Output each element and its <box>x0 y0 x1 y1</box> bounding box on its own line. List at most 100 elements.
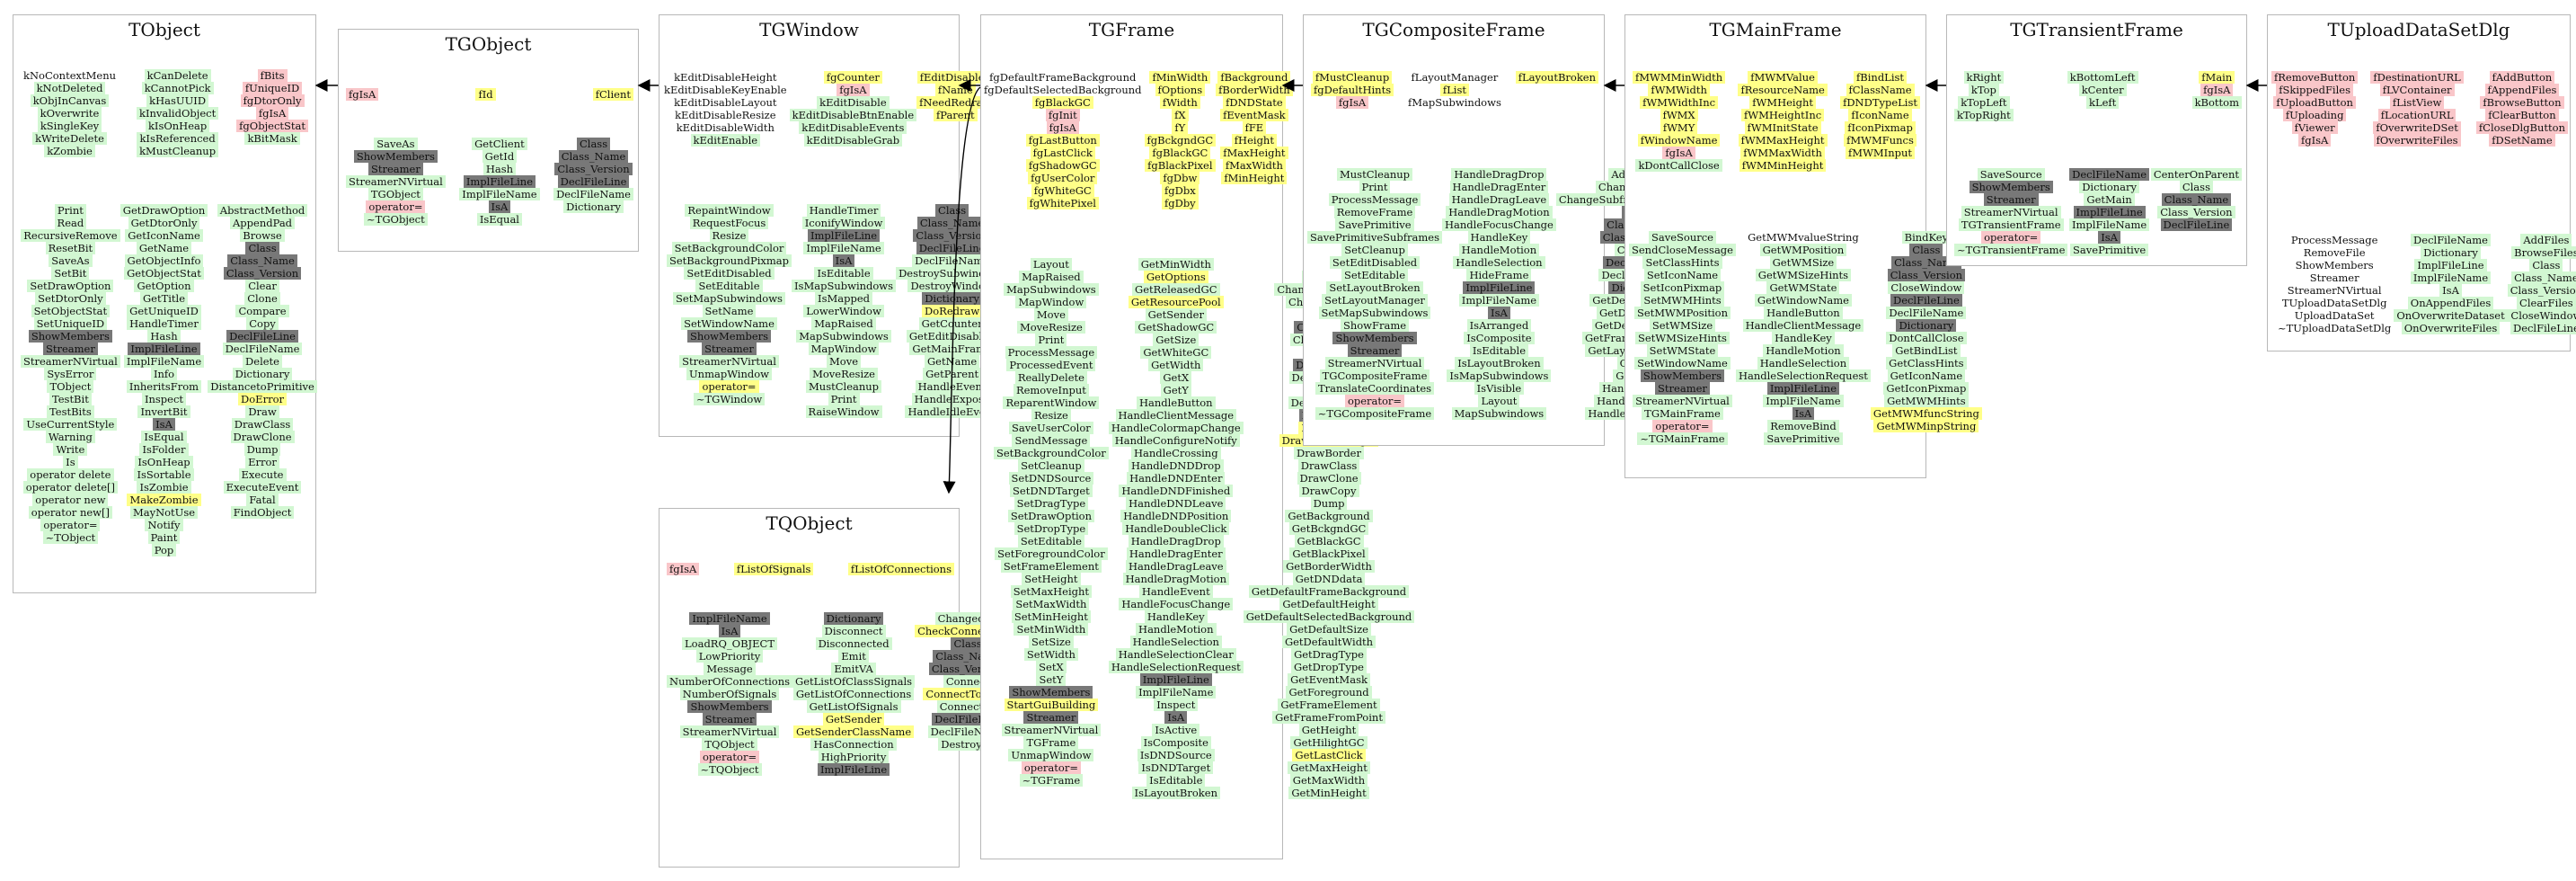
class-member: fHeight <box>1231 134 1277 147</box>
class-member: GetDefaultSelectedBackground <box>1243 610 1415 623</box>
class-member: operator new[] <box>28 506 112 519</box>
class-member: SetSize <box>1029 636 1074 648</box>
class-member: DeclFileLine <box>557 175 630 188</box>
class-member: StreamerNVirtual <box>679 355 779 368</box>
class-member: UploadDataSet <box>2294 309 2375 322</box>
class-member: SetWMState <box>1646 344 1719 357</box>
member-column: Dictionary Disconnect Disconnected Emit Emit… <box>792 612 916 776</box>
class-box-tgobject: TGObject fgIsA fId fClient SaveAs ShowMembers… <box>338 29 639 252</box>
class-member: fgDbx <box>1162 184 1199 197</box>
class-member: AppendPad <box>230 217 296 229</box>
class-member: CenterOnParent <box>2150 168 2242 181</box>
class-member: SetEditable <box>1341 269 1409 281</box>
class-member: GetTitle <box>139 292 189 305</box>
class-member: fIconName <box>1848 109 1912 121</box>
member-column: Class Class_Name Class_Version DeclFileLine… <box>553 138 633 226</box>
class-member: Class_Name <box>1891 256 1961 269</box>
class-member: GetEditDisabled <box>906 330 998 343</box>
class-member: Dictionary <box>2079 181 2140 193</box>
class-member: HandleKey <box>1144 610 1208 623</box>
class-member: ~TGTransientFrame <box>1954 244 2068 256</box>
class-member: HandleSelection <box>1757 357 1850 369</box>
class-member: fY <box>1172 121 1189 134</box>
class-member: ImplFileName <box>123 355 205 368</box>
class-member: LowPriority <box>695 650 764 663</box>
class-member: MapSubwindows <box>1004 283 1099 296</box>
class-member: ProcessedEvent <box>1006 359 1096 371</box>
class-member: kEditDisableKeyEnable <box>664 84 787 96</box>
class-member: GetMWMfuncString <box>1870 407 1982 420</box>
class-member: IsComposite <box>1464 332 1535 344</box>
class-member: TUploadDataSetDlg <box>2281 297 2387 309</box>
class-member: fResourceName <box>1738 84 1828 96</box>
class-member: SetY <box>1036 673 1067 686</box>
class-member: TestBit <box>49 393 92 405</box>
class-title: TGWindow <box>759 19 859 40</box>
class-member: SetCleanup <box>1018 459 1084 472</box>
class-member: ImplFileLine <box>1139 673 1212 686</box>
method-group: SaveSource SendCloseMessage SetClassHints S… <box>1629 231 1982 445</box>
class-member: DeclFileName <box>222 343 303 355</box>
class-member: HandleTimer <box>127 317 201 330</box>
class-member: SetIconPixmap <box>1640 281 1725 294</box>
member-column: RepaintWindow RequestFocus Resize SetBackgr… <box>667 204 792 418</box>
class-member: MoveResize <box>810 368 878 380</box>
class-member: ImplFileLine <box>2414 259 2487 271</box>
class-member: HandleDNDLeave <box>1126 497 1226 510</box>
class-member: GetSender <box>822 713 885 725</box>
class-member: kEditDisable <box>817 96 890 109</box>
class-member: ClearFiles <box>2517 297 2576 309</box>
class-member: Disconnect <box>821 625 886 637</box>
class-member: Layout <box>1030 258 1072 271</box>
class-member: fWMWidthInc <box>1640 96 1719 109</box>
class-member: HandleDragLeave <box>1448 193 1550 206</box>
class-member: IsA <box>153 418 175 431</box>
class-member: HandleSelectionClear <box>1115 648 1236 661</box>
class-member: fgDefaultHints <box>1311 84 1394 96</box>
class-member: Paint <box>147 531 181 544</box>
class-member: GetWidth <box>1148 359 1204 371</box>
class-member: operator delete[] <box>22 481 118 494</box>
class-member: IsA <box>1164 711 1188 724</box>
class-member: Message <box>704 663 756 675</box>
class-member: fgBlackPixel <box>1145 159 1216 172</box>
class-member: StreamerNVirtual <box>1961 206 2061 218</box>
class-member: fParent <box>933 109 978 121</box>
class-member: SetMaxHeight <box>1010 585 1093 598</box>
member-column: GetClient GetId Hash ImplFileLine ImplFileNa… <box>459 138 540 226</box>
class-member: kInvalidObject <box>136 107 219 120</box>
class-member: fEditDisabled <box>916 71 994 84</box>
class-member: operator= <box>699 380 759 393</box>
member-column: ProcessMessage RemoveFile ShowMembers Strea… <box>2275 234 2394 334</box>
class-member: kZombie <box>44 145 95 157</box>
class-member: NumberOfSignals <box>679 688 780 700</box>
member-column: fId <box>475 88 496 101</box>
member-column: SaveSource SendCloseMessage SetClassHints S… <box>1629 231 1736 445</box>
class-member: Layout <box>1478 395 1520 407</box>
member-column: fMain fgIsA kBottom <box>2191 71 2242 121</box>
class-member: ProcessMessage <box>1328 193 1421 206</box>
class-member: Is <box>63 456 78 468</box>
class-member: kBottom <box>2191 96 2242 109</box>
class-member: HandleButton <box>1136 396 1216 409</box>
class-member: HandleMotion <box>1763 344 1844 357</box>
class-member: HandleDoubleClick <box>1122 522 1230 535</box>
class-member: fAddButton <box>2489 71 2555 84</box>
class-member: fMaxHeight <box>1220 147 1288 159</box>
class-member: FindObject <box>230 506 295 519</box>
class-member: UnmapWindow <box>686 368 773 380</box>
class-member: ProcessMessage <box>1005 346 1098 359</box>
class-member: fDestinationURL <box>2370 71 2464 84</box>
class-member: kEditDisableWidth <box>676 121 775 134</box>
class-member: SetFrameElement <box>1000 560 1102 573</box>
class-member: OnOverwriteFiles <box>2401 322 2501 334</box>
class-member: ShowMembers <box>1640 369 1725 382</box>
member-column: fMinWidth fOptions fWidth fX fY fgBckgndGC fgB… <box>1144 71 1217 209</box>
class-member: StreamerNVirtual <box>1324 357 1425 369</box>
member-column: kNoContextMenu kNotDeleted kObjInCanvas kOv… <box>21 69 119 157</box>
member-column: DeclFileName Dictionary GetMain ImplFileLin… <box>2068 168 2150 256</box>
class-member: GetObjectInfo <box>124 254 204 267</box>
class-member: HandleColormapChange <box>1108 422 1244 434</box>
class-member: IsA <box>1488 307 1510 319</box>
class-member: GetBorderWidth <box>1283 560 1375 573</box>
